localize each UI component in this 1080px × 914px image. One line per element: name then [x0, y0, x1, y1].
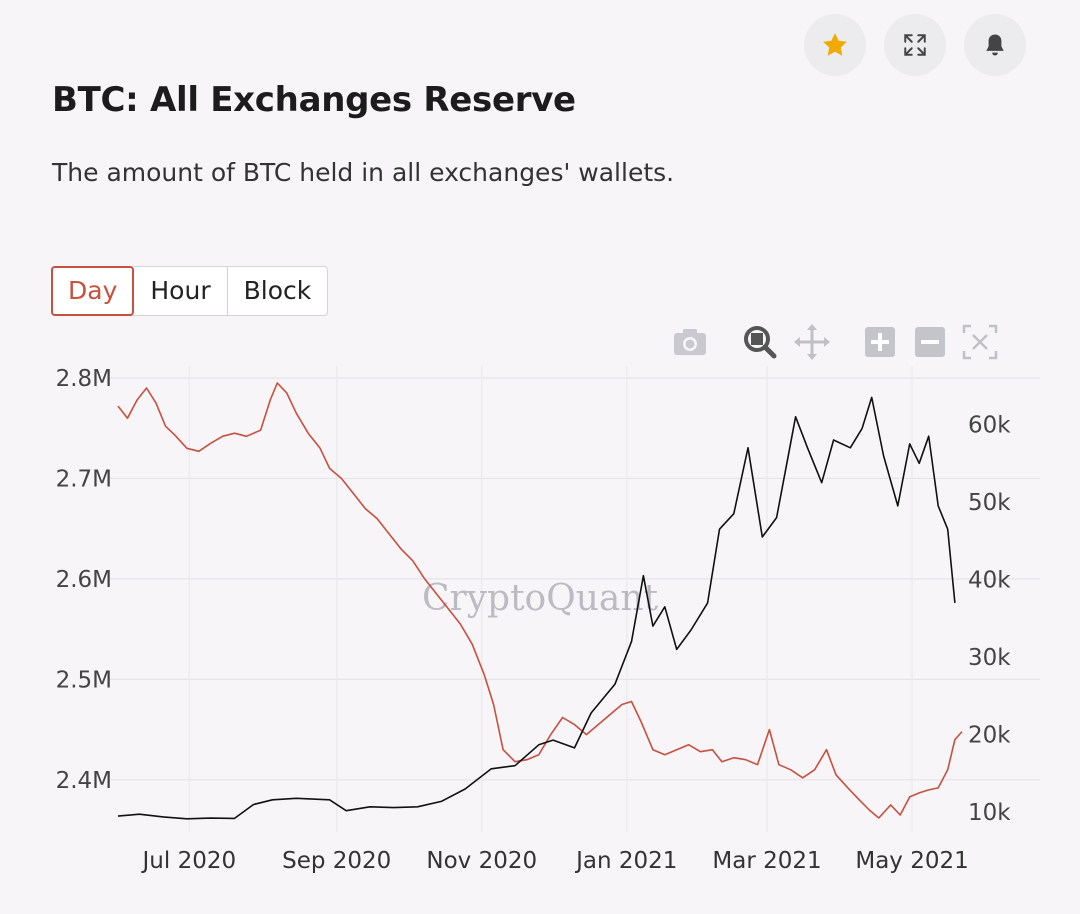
bell-icon	[986, 34, 1004, 56]
download-plot-button[interactable]	[670, 322, 710, 362]
zoom-out-button[interactable]	[910, 322, 950, 362]
x-tick-label: Jan 2021	[574, 848, 677, 874]
x-tick-label: May 2021	[855, 848, 968, 874]
watermark: CryptoQuant	[422, 578, 659, 619]
zoom-in-button[interactable]	[860, 322, 900, 362]
pan-button[interactable]	[792, 322, 832, 362]
zoom-icon	[744, 326, 777, 359]
y-right-tick-label: 30k	[968, 645, 1011, 671]
grid-lines	[110, 366, 1040, 832]
y-right-tick-label: 20k	[968, 723, 1011, 749]
page-title: BTC: All Exchanges Reserve	[52, 80, 576, 120]
y-right-tick-label: 60k	[968, 413, 1011, 439]
star-icon	[823, 33, 847, 56]
y-axis-right: 10k 20k 30k 40k 50k 60k	[968, 413, 1011, 827]
x-tick-label: Jul 2020	[141, 848, 237, 874]
x-axis: Jul 2020 Sep 2020 Nov 2020 Jan 2021 Mar 2021…	[141, 848, 969, 874]
autoscale-button[interactable]	[960, 322, 1000, 362]
autoscale-icon	[962, 324, 998, 360]
reserve-series-line	[117, 382, 963, 819]
expand-icon	[904, 34, 926, 56]
zoom-out-icon	[915, 327, 945, 357]
x-tick-label: Sep 2020	[282, 848, 391, 874]
y-left-tick-label: 2.6M	[56, 567, 112, 593]
y-axis-left: 2.4M 2.5M 2.6M 2.7M 2.8M	[56, 366, 112, 794]
expand-button[interactable]	[884, 14, 946, 76]
series-lines	[117, 382, 963, 820]
y-left-tick-label: 2.4M	[56, 768, 112, 794]
y-right-tick-label: 10k	[968, 800, 1011, 826]
y-left-tick-label: 2.5M	[56, 667, 112, 693]
page-description: The amount of BTC held in all exchanges'…	[52, 158, 675, 187]
y-left-tick-label: 2.7M	[56, 466, 112, 492]
y-right-tick-label: 40k	[968, 568, 1011, 594]
tab-block[interactable]: Block	[227, 267, 328, 315]
x-tick-label: Nov 2020	[426, 848, 537, 874]
tab-hour[interactable]: Hour	[134, 267, 228, 315]
y-left-tick-label: 2.8M	[56, 366, 112, 392]
x-tick-label: Mar 2021	[712, 848, 821, 874]
chart-area: CryptoQuant 2.4M 2.5M 2.6M 2.7M 2.8M 10k 20k 3…	[56, 366, 1040, 874]
zoom-in-icon	[865, 327, 895, 357]
tab-day[interactable]: Day	[51, 266, 135, 316]
alert-button[interactable]	[964, 14, 1026, 76]
y-right-tick-label: 50k	[968, 490, 1011, 516]
interval-selector: Day Hour Block	[51, 266, 329, 316]
price-series-line	[117, 396, 956, 820]
camera-icon	[674, 329, 706, 355]
chart-modebar	[670, 322, 1010, 362]
pan-icon	[794, 324, 830, 360]
zoom-button[interactable]	[740, 322, 780, 362]
favorite-button[interactable]	[804, 14, 866, 76]
top-actions	[804, 14, 1026, 76]
